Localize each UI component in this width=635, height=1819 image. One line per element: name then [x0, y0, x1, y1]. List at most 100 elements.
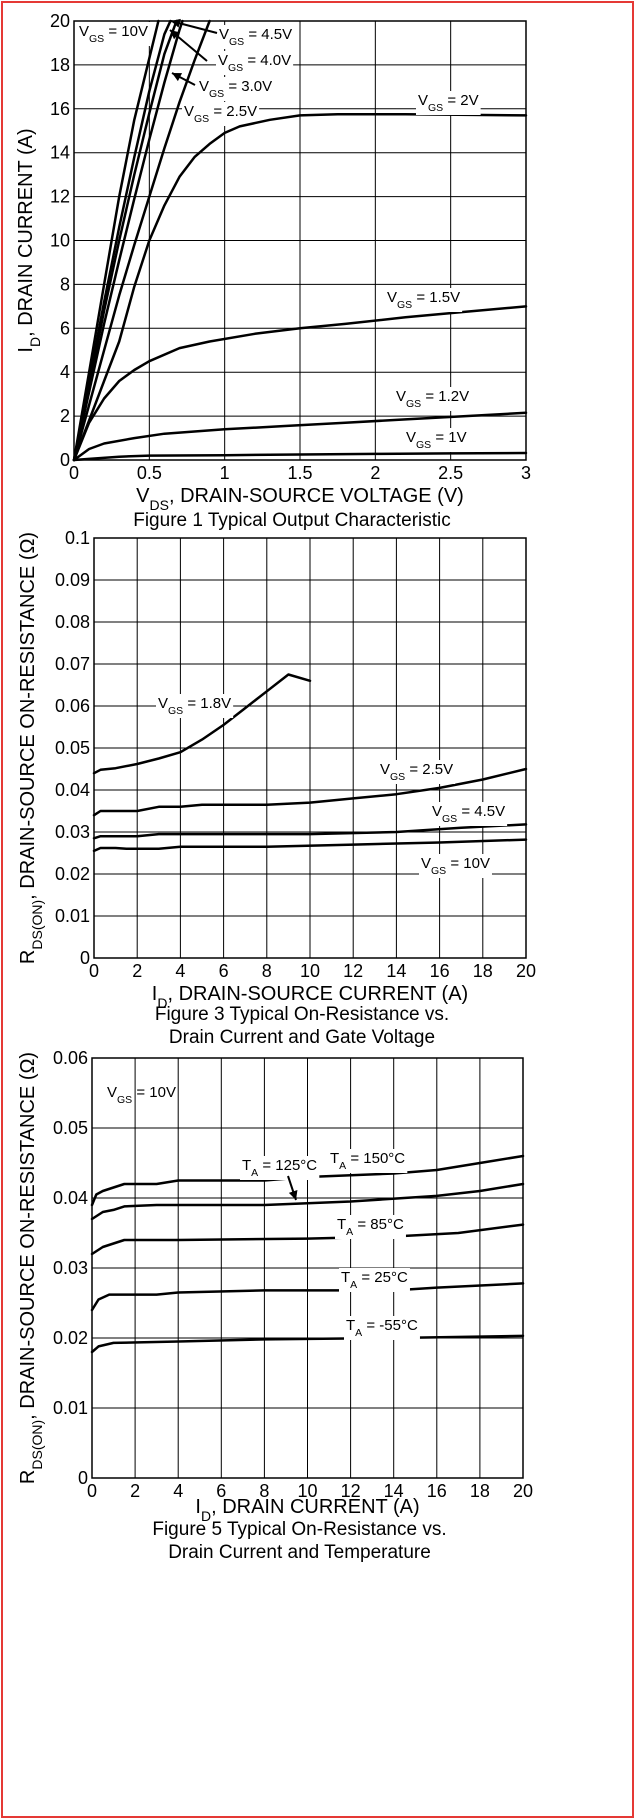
series-label-9: VGS = 1V [406, 429, 467, 451]
series-line-8 [72, 411, 528, 462]
y-tick-label: 0.01 [55, 906, 90, 926]
x-axis-title: ID, DRAIN CURRENT (A) [195, 1496, 419, 1524]
y-axis-title: ID, DRAIN CURRENT (A) [15, 128, 43, 352]
x-tick-label: 14 [384, 1481, 404, 1501]
series-label-bg [404, 428, 469, 452]
x-axis-title: ID, DRAIN-SOURCE CURRENT (A) [152, 983, 468, 1011]
series-label-bg [339, 1268, 410, 1292]
y-tick-label: 0 [60, 450, 70, 470]
series-label-bg [344, 1316, 420, 1340]
x-tick-label: 20 [513, 1481, 533, 1501]
figure-caption: Drain Current and Gate Voltage [169, 1027, 435, 1048]
x-tick-label: 2 [132, 961, 142, 981]
chart-2: 0 2 4 6 8 10 12 14 16 18 20 0 0.01 0.02 0.03 0.04 0.05 0.… [17, 528, 536, 1048]
series-line-2 [90, 1182, 525, 1221]
series-label-bg [385, 288, 463, 312]
callout-arrow-head [170, 30, 180, 40]
series-line-1 [72, 19, 160, 462]
y-tick-label: 16 [50, 99, 70, 119]
y-tick-label: 4 [60, 362, 70, 382]
chart-1: 0 0.5 1 1.5 2 2.5 3 0 2 4 6 8 10 12 14 16 18 20 VGS = 10V V… [15, 11, 531, 531]
x-tick-label: 0.5 [137, 463, 162, 483]
figure-caption: Drain Current and Temperature [168, 1542, 431, 1563]
x-tick-label: 0 [69, 463, 79, 483]
series-label-1: TA = 150°C [330, 1150, 405, 1172]
x-tick-label: 12 [341, 1481, 361, 1501]
figure-caption: Figure 1 Typical Output Characteristic [133, 510, 451, 531]
x-tick-label: 2 [130, 1481, 140, 1501]
x-tick-label: 1.5 [287, 463, 312, 483]
series-label-bg [416, 91, 481, 115]
y-tick-label: 0.04 [53, 1188, 88, 1208]
y-tick-label: 0.06 [53, 1048, 88, 1068]
callout-arrow-head [172, 73, 183, 82]
series-label-bg [77, 22, 150, 46]
x-tick-label: 14 [386, 961, 406, 981]
series-label-2: TA = 125°C [242, 1157, 317, 1179]
series-label-bg [217, 25, 295, 49]
x-tick-label: 18 [470, 1481, 490, 1501]
y-tick-label: 0.01 [53, 1398, 88, 1418]
x-tick-label: 4 [175, 961, 185, 981]
series-label-4: VGS = 10V [421, 855, 490, 877]
x-tick-label: 2 [370, 463, 380, 483]
series-label-2: VGS = 4.5V [219, 26, 292, 48]
x-tick-label: 8 [262, 961, 272, 981]
x-axis-title: VDS, DRAIN-SOURCE VOLTAGE (V) [136, 485, 464, 513]
series-line-4 [92, 838, 528, 853]
y-tick-label: 0.05 [53, 1118, 88, 1138]
y-tick-label: 2 [60, 406, 70, 426]
x-tick-label: 16 [427, 1481, 447, 1501]
series-label-bg [419, 854, 492, 878]
series-label-4: TA = 25°C [341, 1269, 408, 1291]
x-tick-label: 1 [220, 463, 230, 483]
x-tick-label: 10 [297, 1481, 317, 1501]
series-label-bg [394, 387, 472, 411]
x-tick-label: 2.5 [438, 463, 463, 483]
x-tick-label: 12 [343, 961, 363, 981]
series-line-2 [92, 767, 528, 817]
series-label-6: VGS = 2V [418, 92, 479, 114]
y-tick-label: 0.1 [65, 528, 90, 548]
x-tick-label: 18 [473, 961, 493, 981]
series-line-7 [72, 305, 528, 462]
x-tick-label: 16 [430, 961, 450, 981]
plot-frame [73, 20, 527, 461]
y-tick-label: 0.03 [53, 1258, 88, 1278]
series-label-bg [378, 760, 456, 784]
x-tick-label: 10 [300, 961, 320, 981]
series-label-3: VGS = 4.0V [218, 52, 291, 74]
x-tick-label: 0 [87, 1481, 97, 1501]
series-label-bg [197, 77, 275, 101]
callout-arrow-head [288, 1190, 298, 1200]
y-tick-label: 10 [50, 231, 70, 251]
series-label-bg [430, 802, 508, 826]
y-tick-label: 0.03 [55, 822, 90, 842]
y-tick-label: 8 [60, 274, 70, 294]
y-axis-title: RDS(ON), DRAIN-SOURCE ON-RESISTANCE (Ω) [17, 532, 45, 964]
series-label-bg [335, 1215, 406, 1239]
series-line-3 [90, 1223, 525, 1256]
series-label-5: VGS = 2.5V [184, 103, 257, 125]
y-tick-label: 0.02 [53, 1328, 88, 1348]
series-line-6 [72, 113, 528, 462]
series-line-3 [72, 19, 178, 462]
y-tick-label: 18 [50, 55, 70, 75]
y-tick-label: 0.07 [55, 654, 90, 674]
series-label-8: VGS = 1.2V [396, 388, 469, 410]
chart-3: 0 2 4 6 8 10 12 14 16 18 20 0 0.01 0.02 0.03 0.04 0.05 0.… [17, 1048, 533, 1563]
series-label-4: VGS = 3.0V [199, 78, 272, 100]
y-tick-label: 12 [50, 187, 70, 207]
series-line-1 [92, 673, 312, 775]
callout-arrow-head [171, 18, 181, 28]
series-line-4 [90, 1282, 525, 1312]
series-label-1: VGS = 1.8V [158, 695, 231, 717]
plot-frame [91, 1057, 524, 1479]
x-tick-label: 4 [173, 1481, 183, 1501]
series-label-7: VGS = 1.5V [387, 289, 460, 311]
series-label-2: VGS = 2.5V [380, 761, 453, 783]
series-label-3: TA = 85°C [337, 1216, 404, 1238]
y-tick-label: 6 [60, 318, 70, 338]
